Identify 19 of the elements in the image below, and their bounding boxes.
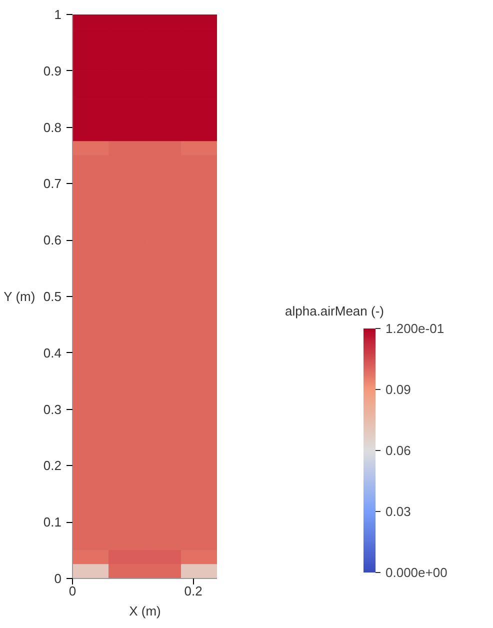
y-tick-label: 0.8 — [43, 120, 62, 135]
y-tick-label: 0 — [54, 571, 62, 586]
y-tick-label: 1 — [54, 7, 62, 22]
y-tick-label: 0.5 — [43, 289, 62, 304]
y-tick-label: 0.1 — [43, 514, 62, 530]
y-tick-label: 0.3 — [43, 402, 62, 417]
color-bar-title: alpha.airMean (-) — [285, 304, 384, 318]
color-bar-label: 0.06 — [386, 443, 411, 458]
y-tick-label: 0.2 — [43, 458, 62, 474]
y-tick-label: 0.7 — [43, 176, 62, 192]
color-bar-label: 0.03 — [386, 504, 411, 519]
y-tick-label: 0.6 — [43, 232, 62, 248]
color-bar-label: 1.200e-01 — [386, 321, 444, 336]
y-tick-label: 0.4 — [43, 345, 62, 360]
color-bar-label: 0.000e+00 — [386, 565, 448, 580]
y-axis-title: Y (m) — [4, 289, 36, 304]
color-bar-label: 0.09 — [386, 382, 411, 397]
x-axis-title: X (m) — [129, 604, 161, 618]
y-tick-label: 0.9 — [43, 63, 62, 78]
